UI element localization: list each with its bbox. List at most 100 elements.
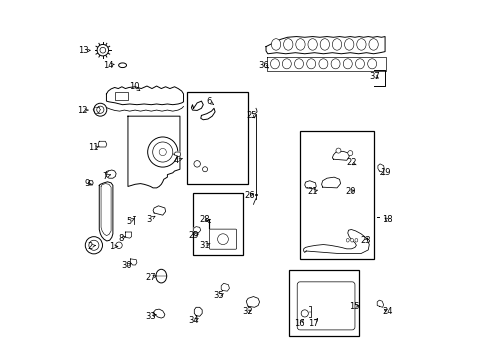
Text: 14: 14 (103, 61, 113, 70)
Text: 25: 25 (246, 111, 256, 120)
Text: 36: 36 (258, 61, 268, 70)
Polygon shape (128, 116, 180, 188)
Ellipse shape (271, 39, 280, 50)
Polygon shape (193, 226, 201, 233)
Ellipse shape (306, 59, 315, 69)
Bar (187, 92, 247, 184)
Polygon shape (153, 309, 164, 318)
Circle shape (335, 148, 340, 153)
Text: 31: 31 (199, 241, 210, 250)
Ellipse shape (318, 59, 327, 69)
Polygon shape (377, 164, 384, 172)
Polygon shape (130, 259, 137, 265)
Text: 12: 12 (77, 105, 87, 114)
Ellipse shape (307, 39, 317, 50)
Circle shape (301, 310, 308, 317)
Circle shape (97, 44, 108, 56)
Text: 11: 11 (88, 143, 98, 152)
Text: 2: 2 (87, 242, 92, 251)
Ellipse shape (355, 59, 364, 69)
Polygon shape (105, 170, 116, 178)
Text: 16: 16 (293, 319, 304, 328)
Text: 18: 18 (381, 215, 392, 224)
Ellipse shape (350, 238, 353, 242)
Circle shape (97, 106, 104, 113)
Bar (115, 93, 128, 100)
Text: 5: 5 (126, 217, 131, 226)
Circle shape (89, 240, 99, 250)
Ellipse shape (283, 39, 292, 50)
Circle shape (217, 234, 228, 244)
Text: 6: 6 (205, 96, 211, 105)
Polygon shape (153, 206, 165, 215)
Text: 15: 15 (348, 302, 358, 311)
Polygon shape (265, 37, 384, 54)
Ellipse shape (332, 39, 341, 50)
Bar (289, 270, 359, 336)
Text: 20: 20 (345, 187, 355, 196)
Polygon shape (221, 283, 229, 291)
Circle shape (147, 137, 178, 167)
Polygon shape (173, 152, 180, 157)
Circle shape (152, 142, 172, 162)
Text: 28: 28 (199, 215, 209, 224)
Circle shape (100, 47, 105, 53)
Ellipse shape (270, 59, 279, 69)
Ellipse shape (367, 59, 376, 69)
Circle shape (85, 237, 102, 254)
Polygon shape (194, 307, 202, 316)
Polygon shape (321, 177, 340, 188)
Text: 37: 37 (368, 72, 379, 81)
Text: 33: 33 (145, 312, 156, 321)
Circle shape (347, 150, 352, 156)
Polygon shape (246, 297, 259, 307)
Text: 10: 10 (129, 82, 140, 91)
Polygon shape (304, 181, 316, 189)
FancyBboxPatch shape (297, 282, 354, 330)
Circle shape (194, 161, 200, 167)
Polygon shape (99, 182, 113, 241)
Bar (300, 131, 373, 259)
Text: 23: 23 (360, 237, 370, 246)
Polygon shape (332, 151, 348, 160)
Text: 35: 35 (213, 291, 224, 300)
Circle shape (202, 167, 207, 172)
Ellipse shape (356, 39, 366, 50)
Bar (192, 193, 242, 255)
Text: 4: 4 (173, 156, 179, 165)
Ellipse shape (368, 39, 378, 50)
Text: 26: 26 (244, 190, 255, 199)
Text: 32: 32 (242, 307, 252, 316)
Polygon shape (106, 86, 183, 105)
Text: 8: 8 (118, 234, 123, 243)
Polygon shape (88, 181, 93, 185)
Text: 27: 27 (145, 273, 156, 282)
Text: 17: 17 (308, 319, 318, 328)
Ellipse shape (344, 39, 353, 50)
Circle shape (116, 242, 122, 248)
Polygon shape (376, 300, 383, 307)
Polygon shape (303, 229, 368, 253)
Text: 30: 30 (121, 261, 131, 270)
Polygon shape (98, 141, 106, 147)
Ellipse shape (343, 59, 351, 69)
Circle shape (94, 103, 106, 116)
Text: 1: 1 (109, 242, 114, 251)
Text: 7: 7 (102, 172, 107, 181)
Text: 3: 3 (146, 215, 152, 224)
Ellipse shape (156, 269, 166, 283)
Ellipse shape (282, 59, 291, 69)
Text: 24: 24 (382, 307, 392, 316)
Ellipse shape (354, 238, 357, 242)
Text: 21: 21 (307, 187, 317, 196)
Ellipse shape (295, 39, 305, 50)
Ellipse shape (119, 63, 126, 68)
Polygon shape (125, 232, 131, 238)
Text: 13: 13 (79, 46, 89, 55)
Ellipse shape (346, 238, 348, 242)
Text: 29: 29 (188, 231, 199, 240)
Text: 34: 34 (188, 316, 199, 325)
Circle shape (159, 148, 166, 156)
Text: 19: 19 (379, 168, 390, 177)
Ellipse shape (294, 59, 303, 69)
